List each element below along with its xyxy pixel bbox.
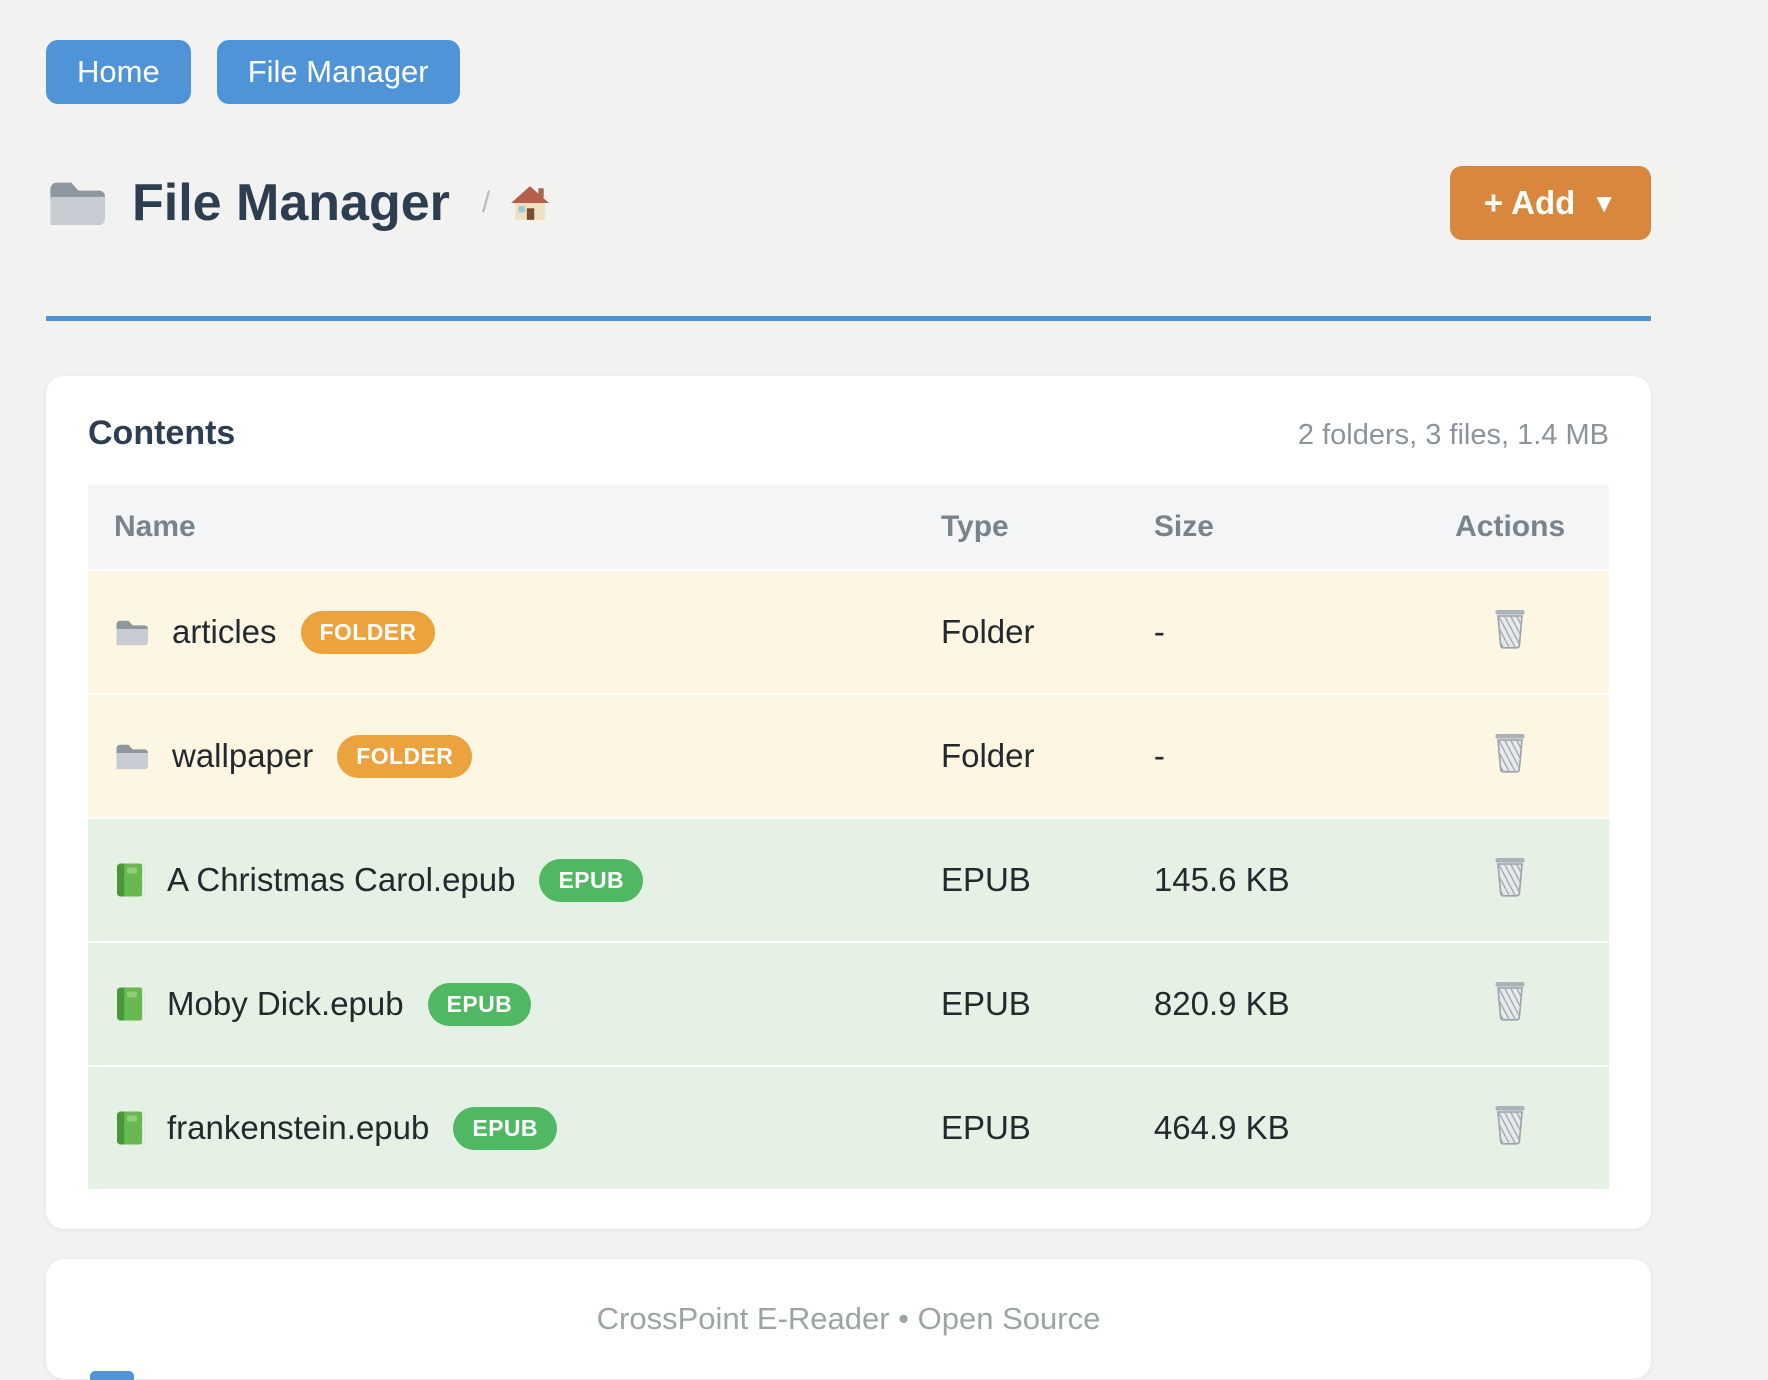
- type-badge: FOLDER: [337, 734, 473, 778]
- files-table: Name Type Size Actions: [88, 485, 1609, 1190]
- trash-icon: [1491, 610, 1529, 652]
- trash-icon: [1491, 734, 1529, 776]
- file-name-link[interactable]: articles: [172, 613, 277, 651]
- type-cell: EPUB: [916, 941, 1130, 1067]
- file-name-link[interactable]: frankenstein.epub: [167, 1109, 430, 1147]
- accent-rule: [46, 316, 1651, 322]
- name-cell: frankenstein.epub EPUB: [112, 1106, 893, 1150]
- name-cell: Moby Dick.epub EPUB: [112, 982, 893, 1026]
- size-cell: -: [1129, 569, 1412, 695]
- delete-button[interactable]: [1491, 731, 1529, 773]
- type-badge: EPUB: [427, 982, 532, 1026]
- trash-icon: [1491, 982, 1529, 1024]
- type-cell: EPUB: [916, 1065, 1130, 1190]
- type-cell: Folder: [916, 693, 1130, 819]
- type-cell: EPUB: [916, 817, 1130, 943]
- page-title: File Manager: [132, 174, 450, 233]
- column-header-size: Size: [1129, 485, 1412, 571]
- size-cell: 145.6 KB: [1129, 817, 1412, 943]
- book-icon: [114, 861, 147, 899]
- breadcrumb-separator: /: [481, 186, 491, 220]
- contents-title: Contents: [88, 414, 236, 453]
- type-badge: EPUB: [453, 1106, 557, 1150]
- column-header-type: Type: [916, 485, 1130, 571]
- size-cell: 464.9 KB: [1129, 1065, 1412, 1190]
- folder-icon: [114, 741, 152, 772]
- page: Home File Manager File Manager /: [46, 0, 1651, 1380]
- trash-icon: [1491, 1106, 1529, 1148]
- contents-card: Contents 2 folders, 3 files, 1.4 MB Name…: [46, 376, 1651, 1230]
- column-header-actions: Actions: [1411, 485, 1609, 571]
- folder-icon: [114, 617, 152, 648]
- nav-file-manager-button[interactable]: File Manager: [216, 40, 460, 105]
- book-icon: [114, 1109, 147, 1147]
- name-cell: articles FOLDER: [112, 610, 893, 654]
- delete-button[interactable]: [1491, 979, 1529, 1021]
- size-cell: -: [1129, 693, 1412, 819]
- table-row: wallpaper FOLDER Folder -: [88, 693, 1609, 819]
- contents-summary: 2 folders, 3 files, 1.4 MB: [1297, 419, 1609, 452]
- nav-home-button[interactable]: Home: [46, 40, 191, 105]
- type-badge: FOLDER: [300, 610, 436, 654]
- file-name-link[interactable]: wallpaper: [172, 737, 314, 775]
- size-cell: 820.9 KB: [1129, 941, 1412, 1067]
- bottom-cutoff-element[interactable]: [90, 1371, 134, 1380]
- delete-button[interactable]: [1491, 855, 1529, 897]
- footer-text: CrossPoint E-Reader • Open Source: [596, 1301, 1101, 1337]
- name-cell: A Christmas Carol.epub EPUB: [112, 858, 893, 902]
- title-wrap: File Manager /: [46, 176, 550, 230]
- book-icon: [114, 985, 147, 1023]
- delete-button[interactable]: [1491, 607, 1529, 649]
- top-nav: Home File Manager: [46, 0, 1651, 105]
- delete-button[interactable]: [1491, 1103, 1529, 1145]
- type-badge: EPUB: [539, 858, 643, 902]
- table-row: articles FOLDER Folder -: [88, 569, 1609, 695]
- file-name-link[interactable]: Moby Dick.epub: [167, 985, 404, 1023]
- contents-card-header: Contents 2 folders, 3 files, 1.4 MB: [88, 414, 1609, 453]
- add-button-label: + Add: [1483, 184, 1576, 222]
- name-cell: wallpaper FOLDER: [112, 734, 893, 778]
- folder-icon: [46, 176, 112, 230]
- page-header: File Manager / + Add ▼: [46, 166, 1651, 241]
- add-button[interactable]: + Add ▼: [1449, 166, 1651, 241]
- files-table-header: Name Type Size Actions: [88, 485, 1609, 571]
- house-icon[interactable]: [510, 185, 550, 221]
- table-row: Moby Dick.epub EPUB EPUB 820.9 KB: [88, 941, 1609, 1067]
- type-cell: Folder: [916, 569, 1130, 695]
- trash-icon: [1491, 858, 1529, 900]
- footer-card: CrossPoint E-Reader • Open Source: [46, 1259, 1651, 1380]
- table-row: A Christmas Carol.epub EPUB EPUB 145.6 K…: [88, 817, 1609, 943]
- file-name-link[interactable]: A Christmas Carol.epub: [167, 861, 516, 899]
- column-header-name: Name: [88, 485, 917, 571]
- table-row: frankenstein.epub EPUB EPUB 464.9 KB: [88, 1065, 1609, 1190]
- caret-down-icon: ▼: [1591, 188, 1617, 219]
